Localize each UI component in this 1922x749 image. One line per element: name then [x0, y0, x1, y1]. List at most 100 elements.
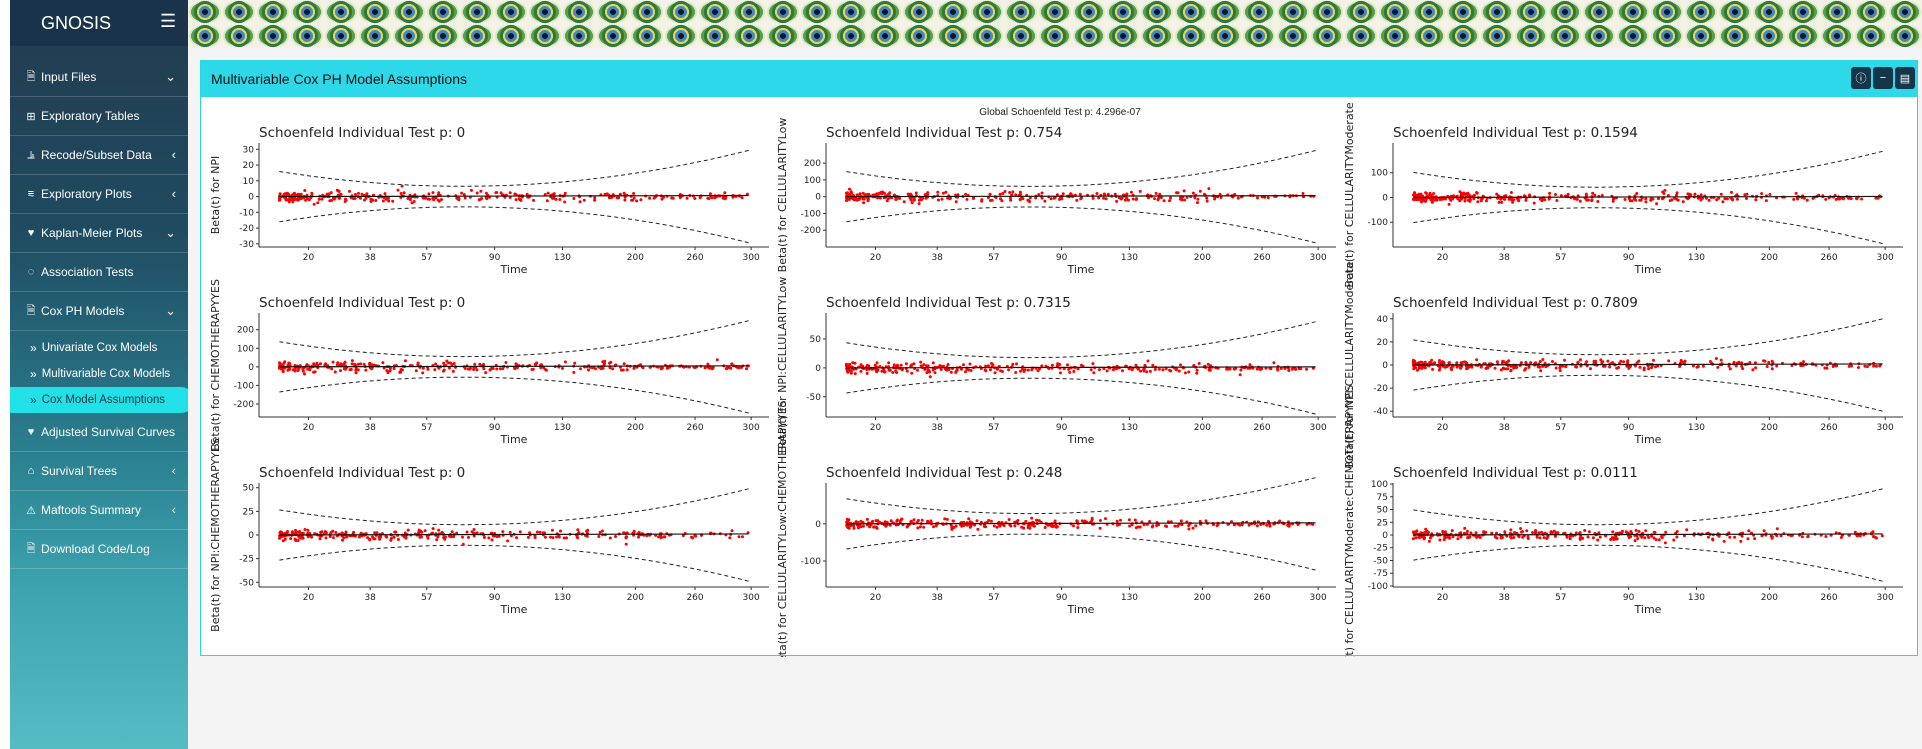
residual-point [406, 528, 410, 532]
residual-point [306, 367, 310, 371]
residual-point [1131, 197, 1135, 201]
residual-point [1660, 534, 1664, 538]
residual-point [495, 367, 499, 371]
sidebar-item-recode-subset-data[interactable]: ⫡ Recode/Subset Data ‹ [10, 136, 188, 175]
residual-point [463, 367, 467, 370]
x-tick-label: 20 [1437, 593, 1449, 603]
sidebar-item-multivariable-cox-models[interactable]: » Multivariable Cox Models [10, 361, 188, 387]
residual-point [622, 362, 626, 366]
residual-point [1180, 523, 1184, 527]
residual-point [354, 193, 357, 196]
residual-point [1193, 196, 1197, 200]
residual-point [285, 198, 289, 202]
sidebar-item-label: Survival Trees [41, 464, 118, 478]
residual-point [865, 517, 869, 521]
app-title: GNOSIS [40, 12, 111, 33]
residual-point [608, 361, 611, 365]
residual-point [450, 363, 454, 367]
plot-3: Schoenfeld Individual Test p: 0.1594 100 0… [1343, 102, 1903, 288]
residual-point [1458, 190, 1462, 194]
residual-point [1806, 535, 1810, 539]
residual-point [354, 371, 358, 375]
residual-point [499, 191, 503, 195]
x-tick-label: 130 [554, 253, 571, 263]
residual-point [563, 191, 567, 195]
residual-point [1606, 359, 1610, 363]
residual-point [1503, 530, 1507, 534]
residual-point [1615, 366, 1619, 370]
residual-point [1586, 535, 1590, 539]
collapse-icon[interactable]: − [1873, 67, 1893, 89]
residual-point [660, 366, 664, 370]
residual-point [285, 531, 289, 535]
sidebar-item-survival-trees[interactable]: ⌂ Survival Trees ‹ [10, 452, 188, 491]
residual-point [1213, 197, 1217, 201]
residual-point [1113, 192, 1117, 196]
residual-point [1748, 361, 1752, 364]
residual-point [622, 191, 626, 195]
sidebar-item-univariate-cox-models[interactable]: » Univariate Cox Models [10, 335, 188, 361]
file-icon: 🗎 [26, 70, 36, 83]
residual-point [400, 184, 404, 188]
residual-point [479, 197, 482, 201]
sidebar-item-exploratory-tables[interactable]: ⊞ Exploratory Tables [10, 97, 188, 136]
residual-point [1591, 536, 1595, 540]
x-tick-label: 57 [1555, 593, 1566, 603]
residual-point [1030, 368, 1034, 372]
sidebar-item-download-code-log[interactable]: 🗎 Download Code/Log [10, 530, 188, 569]
x-tick-label: 38 [364, 593, 376, 603]
chevron-left-icon: ‹ [171, 502, 176, 517]
residual-point [1416, 361, 1420, 365]
residual-point [1248, 363, 1252, 367]
residual-point [1675, 191, 1679, 195]
residual-point [1423, 366, 1427, 370]
residual-point [1287, 524, 1291, 528]
hamburger-icon[interactable]: ☰ [160, 11, 177, 31]
residual-point [1482, 530, 1486, 534]
sidebar-item-cox-ph-models[interactable]: 🗎 Cox PH Models ⌄ [10, 292, 188, 331]
sidebar-item-cox-model-assumptions[interactable]: » Cox Model Assumptions [10, 387, 188, 413]
residual-point [1517, 535, 1521, 539]
residual-point [1644, 200, 1648, 204]
residual-point [857, 525, 861, 529]
residual-point [990, 361, 993, 365]
residual-point [894, 198, 898, 201]
sidebar-item-exploratory-plots[interactable]: ⩳ Exploratory Plots ‹ [10, 175, 188, 214]
info-icon[interactable]: ⓘ [1851, 67, 1871, 89]
residual-point [482, 367, 486, 371]
plot-title: Schoenfeld Individual Test p: 0.7315 [826, 295, 1071, 311]
sidebar-item-maftools-summary[interactable]: ⚠ Maftools Summary ‹ [10, 491, 188, 530]
residual-point [1023, 368, 1027, 372]
residual-point [345, 535, 348, 539]
residual-point [925, 192, 929, 196]
residual-point [939, 368, 943, 371]
residual-point [1179, 363, 1182, 367]
residual-point [1811, 196, 1815, 200]
residual-point [693, 197, 697, 200]
residual-point [729, 366, 733, 370]
residual-point [1177, 369, 1181, 373]
residual-point [1049, 197, 1053, 201]
y-tick-label: 0 [248, 363, 254, 373]
residual-point [472, 528, 476, 531]
residual-point [1475, 358, 1479, 362]
sidebar-item-label: Cox PH Models [41, 304, 125, 318]
sidebar-item-association-tests[interactable]: ◌ Association Tests [10, 253, 188, 292]
residual-point [484, 191, 488, 195]
residual-point [1194, 524, 1198, 528]
residual-point [1775, 534, 1779, 538]
sidebar-item-kaplan-meier-plots[interactable]: ♥ Kaplan-Meier Plots ⌄ [10, 214, 188, 253]
sidebar-item-input-files[interactable]: 🗎 Input Files ⌄ [10, 58, 188, 97]
residual-point [1511, 200, 1515, 204]
residual-point [563, 200, 567, 204]
residual-point [746, 531, 750, 535]
residual-point [1456, 197, 1460, 201]
maximize-icon[interactable]: ▤ [1895, 67, 1915, 89]
residual-point [475, 191, 479, 195]
residual-point [1534, 531, 1538, 534]
residual-point [1028, 196, 1032, 200]
sidebar-item-adjusted-survival-curves[interactable]: ♥ Adjusted Survival Curves [10, 413, 188, 452]
residual-point [1719, 358, 1723, 362]
residual-point [319, 534, 322, 538]
residual-point [1657, 197, 1660, 201]
